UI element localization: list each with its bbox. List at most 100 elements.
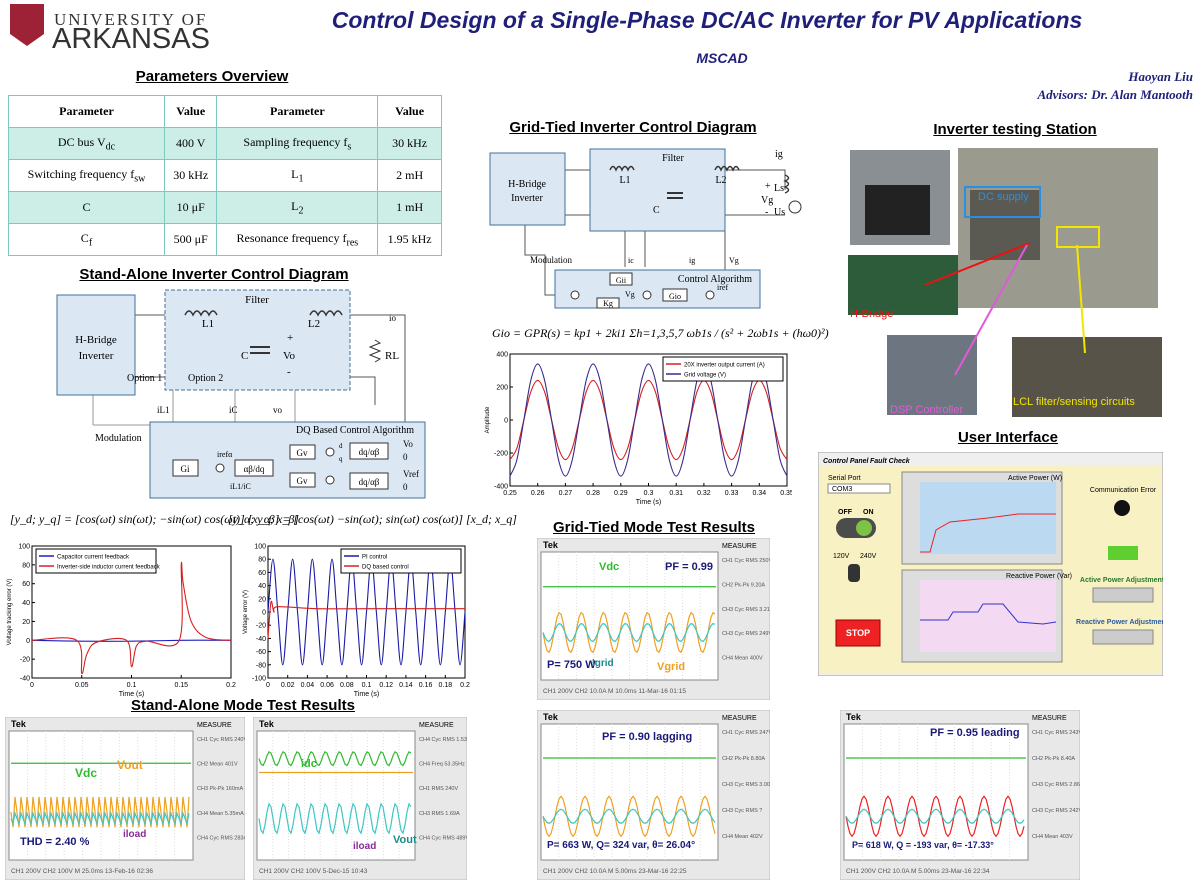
label: dq/αβ (359, 477, 380, 487)
y-tick-label: -100 (252, 676, 266, 683)
label: 0 (403, 452, 408, 462)
x-axis-label: Time (s) (636, 499, 661, 506)
scope-annotation: P= 750 W (547, 659, 596, 671)
table-row: Switching frequency fsw 30 kHz L1 2 mH (8, 159, 442, 192)
x-tick-label: 0.02 (281, 682, 295, 689)
x-axis-label: Time (s) (354, 691, 379, 698)
y-tick-label: -20 (256, 623, 266, 630)
scope-screen (540, 723, 719, 861)
y-tick-label: 400 (496, 352, 508, 359)
cell-subscript: 1 (298, 173, 304, 185)
label: Vg (761, 195, 773, 206)
scope-trace (845, 808, 1025, 824)
cell-text: L (291, 166, 299, 181)
scope-trace (10, 811, 190, 826)
scope-readout: CH2 Pk-Pk 8.80A (722, 756, 765, 762)
y-tick-label: 0 (26, 638, 30, 645)
advisors: Advisors: Dr. Alan Mantooth (1037, 87, 1193, 102)
cell-text: Switching frequency f (27, 166, 135, 181)
x-tick-label: 0.12 (379, 682, 393, 689)
button[interactable] (1108, 546, 1138, 560)
scope-readout: CH4 Cyc RMS 283mA (197, 835, 245, 841)
column-header: Value (377, 95, 442, 128)
photo (887, 335, 977, 415)
x-tick-label: 0.33 (725, 490, 739, 497)
legend-label: Capacitor current feedback (57, 555, 130, 561)
scope-trace (258, 802, 412, 835)
label: Ls (774, 183, 784, 194)
stop-button[interactable] (835, 619, 881, 647)
plot-area (920, 580, 1056, 652)
y-tick-label: 20 (22, 619, 30, 626)
section-title: Inverter testing Station (933, 121, 1097, 138)
scope-footer: CH1 200V CH2 100V 5-Dec-15 10:43 (259, 868, 368, 875)
scope-readout: CH3 Cyc RMS 249V (722, 631, 770, 637)
series-line (267, 600, 465, 639)
switch[interactable] (848, 564, 860, 582)
scope-footer: CH1 200V CH2 10.0A M 5.00ms 23-Mar-16 22… (543, 868, 687, 875)
table-cell: 1.95 kHz (377, 223, 442, 256)
section-title: Grid-Tied Inverter Control Diagram (509, 119, 757, 136)
table-cell: 500 μF (163, 223, 218, 256)
scope-readout: CH1 Cyc RMS 240V (197, 737, 245, 743)
section-title: Grid-Tied Mode Test Results (553, 519, 755, 536)
hbridge-box (56, 294, 136, 396)
scope-annotation: iload (123, 829, 146, 840)
table-cell: L2 (216, 191, 379, 224)
cell-text: 500 μF (173, 232, 208, 246)
input[interactable] (1092, 629, 1154, 645)
label: Active Power Adjustment (1080, 577, 1163, 584)
header: UNIVERSITY OF ARKANSAS Control Design of… (10, 4, 1082, 66)
cell-subscript: f (88, 237, 93, 249)
y-tick-label: -400 (494, 484, 508, 491)
label: C (653, 205, 660, 216)
series-line (509, 379, 788, 461)
scope-screenshot: Tek MEASURE CH1 Cyc RMS 243V CH2 Pk-Pk 8.40… (840, 710, 1080, 880)
cell-text: 400 V (175, 136, 206, 150)
label: Filter (662, 153, 684, 164)
input[interactable] (1092, 587, 1154, 603)
logo-emblem (10, 4, 44, 46)
label: αβ/dq (244, 464, 265, 474)
inductor (184, 310, 343, 317)
cell-text: DC bus V (57, 134, 106, 149)
scope-brand: Tek (259, 719, 275, 729)
photo-label: LCL filter/sensing circuits (1013, 396, 1135, 408)
label: Gv (297, 448, 308, 458)
tab[interactable]: Fault Check (870, 458, 911, 465)
y-tick-label: 40 (22, 600, 30, 607)
photo-label: DC supply (978, 191, 1029, 203)
label: Vg (729, 256, 739, 265)
scope-brand: Tek (543, 540, 559, 550)
scope-readout: CH3 Cyc RMS 242V (1032, 808, 1080, 814)
label: + (287, 332, 293, 344)
label: + (765, 181, 771, 192)
series-line (509, 363, 788, 477)
x-tick-label: 0.25 (503, 490, 517, 497)
tab[interactable]: Control Panel (823, 458, 870, 465)
cell-subscript: res (346, 237, 359, 249)
pointer (1076, 244, 1086, 354)
y-tick-label: 60 (258, 570, 266, 577)
chart: -400 -200 0 200 400 0.25 0.26 0.27 0.28 0.29 0.3 0.… (485, 352, 792, 507)
toggle-knob (856, 520, 872, 536)
x-tick-label: 0.2 (460, 682, 470, 689)
photo-detail (970, 190, 1040, 260)
legend-box (662, 356, 784, 382)
table-cell: DC bus Vdc (8, 127, 165, 160)
university-name: ARKANSAS (52, 23, 210, 55)
y-axis-label: Amplitude (485, 406, 491, 433)
cell-text: 1 mH (396, 200, 424, 214)
standalone-diagram: H-Bridge Inverter Filter L1 L2 C + Vo - … (56, 289, 426, 499)
label: Reactive Power Adjustment (1076, 619, 1163, 626)
cell-text: C (82, 200, 91, 214)
table-cell: Resonance frequency fres (216, 223, 379, 256)
table-row: DC bus Vdc 400 V Sampling frequency fs 30 k… (8, 127, 442, 160)
dropdown[interactable] (827, 483, 891, 494)
equation: Gio = GPR(s) = kp1 + 2ki1 Σh=1,3,5,7 ωb1… (492, 326, 829, 340)
x-tick-label: 0.08 (340, 682, 354, 689)
x-tick-label: 0.31 (669, 490, 683, 497)
table-cell: 400 V (163, 127, 218, 160)
capacitor (250, 346, 270, 354)
